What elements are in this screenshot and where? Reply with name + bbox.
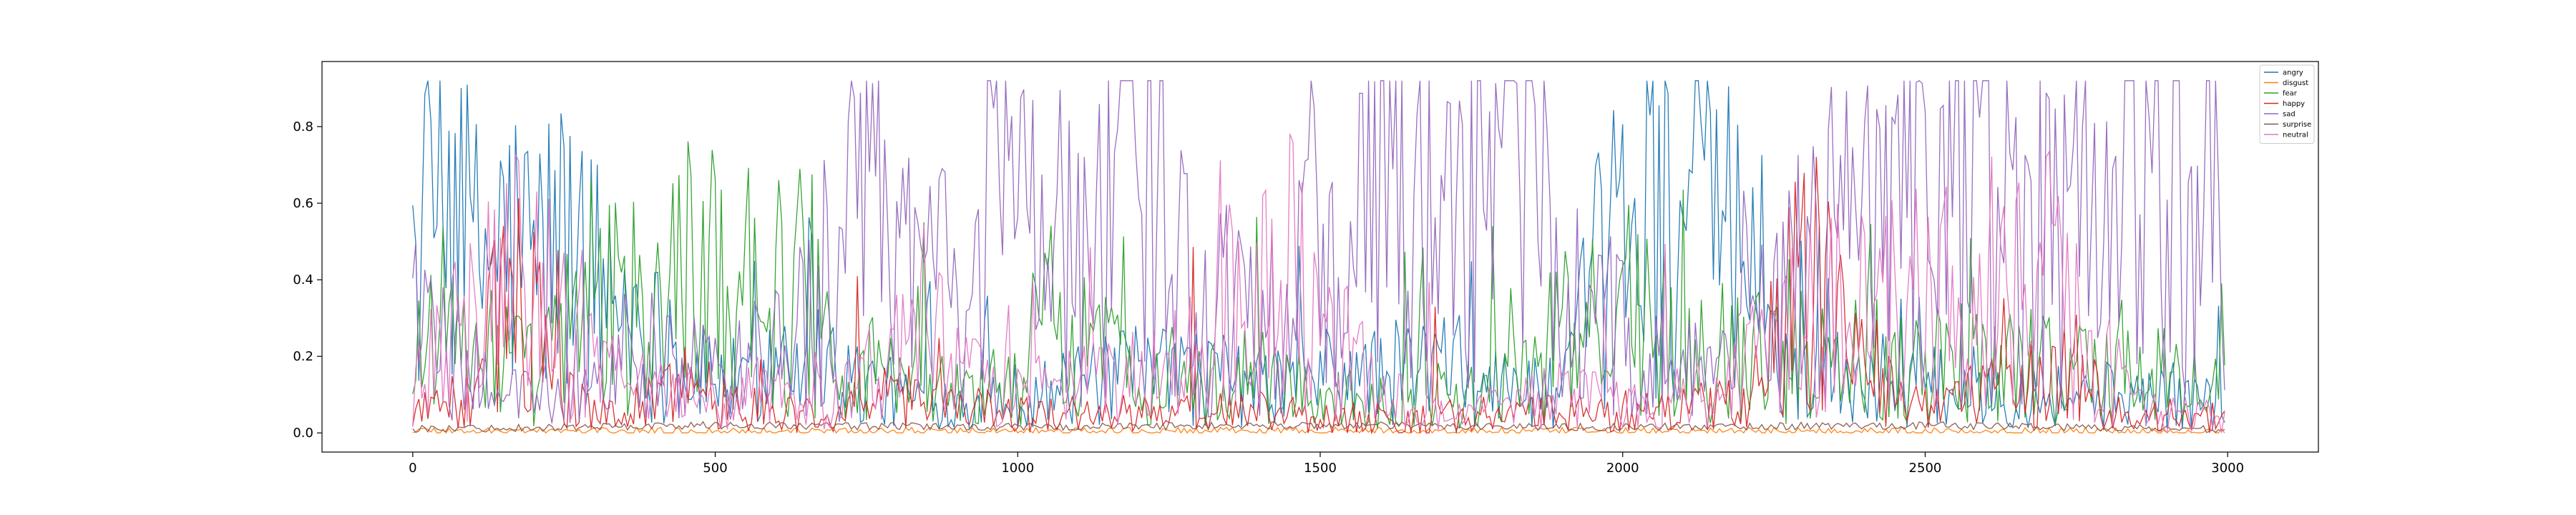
x-tick-label: 2000 [1606,461,1639,476]
series-line-sad [412,80,2225,423]
series-line-disgust [412,426,2225,434]
series-line-surprise [412,421,2225,433]
legend-label-disgust: disgust [2283,79,2308,87]
series-layer [412,80,2225,435]
legend: angry disgust fear happy sad surprise neutral [2259,64,2315,144]
x-tick-label: 1500 [1304,461,1337,476]
legend-label-angry: angry [2283,69,2303,77]
series-line-happy [412,157,2225,435]
x-tick-label: 2500 [1909,461,1942,476]
series-line-neutral [412,133,2225,433]
y-tick-label: 0.2 [293,349,313,364]
legend-label-happy: happy [2283,100,2305,108]
x-tick-label: 1000 [1001,461,1034,476]
legend-label-surprise: surprise [2283,121,2311,129]
y-tick-label: 0.0 [293,426,313,441]
legend-label-sad: sad [2283,111,2296,119]
x-axis: 0 500 1000 1500 2000 2500 3000 [409,452,2244,476]
x-tick-label: 0 [409,461,416,476]
x-tick-label: 3000 [2211,461,2244,476]
x-tick-label: 500 [703,461,727,476]
y-tick-label: 0.6 [293,196,313,211]
series-line-angry [412,80,2225,430]
legend-label-neutral: neutral [2283,132,2308,139]
y-tick-label: 0.4 [293,273,313,288]
y-tick-label: 0.8 [293,119,313,134]
legend-label-fear: fear [2283,90,2298,98]
y-axis: 0.0 0.2 0.4 0.6 0.8 [293,119,322,441]
